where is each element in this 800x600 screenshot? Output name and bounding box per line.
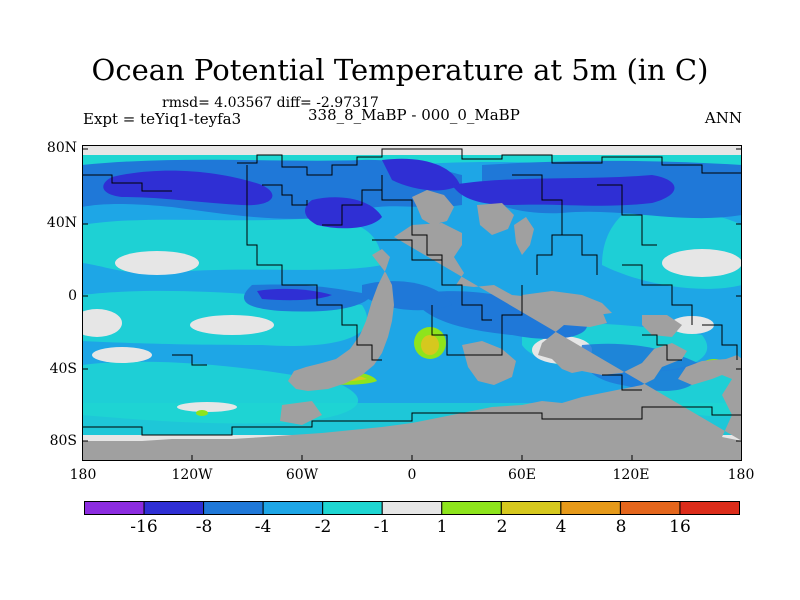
land-mass bbox=[280, 401, 322, 425]
lat-tick-label: 40S bbox=[49, 361, 77, 377]
dark-blue-region bbox=[452, 175, 675, 206]
colorbar-swatch bbox=[322, 501, 383, 515]
colorbar-label: -1 bbox=[373, 517, 391, 537]
land-mass bbox=[522, 291, 612, 317]
colorbar-swatch bbox=[500, 501, 562, 515]
dark-blue-region bbox=[103, 170, 273, 206]
colorbar-label: 8 bbox=[615, 517, 627, 537]
lat-tick-label: 0 bbox=[68, 288, 77, 304]
dark-blue-region bbox=[257, 288, 332, 301]
white-patch bbox=[190, 315, 274, 335]
lon-tick-label: 0 bbox=[407, 467, 417, 483]
colorbar-swatch bbox=[143, 501, 205, 515]
white-patch bbox=[82, 309, 122, 337]
colorbar-swatch bbox=[84, 501, 145, 515]
lon-tick-label: 180 bbox=[727, 467, 755, 483]
colorbar-label: -4 bbox=[254, 517, 272, 537]
white-patch bbox=[115, 251, 199, 275]
plot-title: Ocean Potential Temperature at 5m (in C) bbox=[91, 53, 709, 87]
warm-patch bbox=[421, 335, 439, 355]
lon-tick-label: 60W bbox=[285, 467, 319, 483]
period-label: 338_8_MaBP - 000_0_MaBP bbox=[308, 106, 520, 124]
colorbar-swatch bbox=[262, 501, 324, 515]
white-patch bbox=[662, 249, 742, 277]
colorbar-label: 4 bbox=[555, 517, 567, 537]
arctic-band bbox=[82, 145, 742, 155]
colorbar-label: 2 bbox=[496, 517, 508, 537]
land-mass bbox=[288, 249, 394, 391]
stats-label: rmsd= 4.03567 diff= -2.97317 bbox=[162, 95, 379, 111]
temperature-map bbox=[82, 145, 742, 461]
white-patch bbox=[92, 347, 152, 363]
experiment-label: Expt = teYiq1-teyfa3 bbox=[83, 110, 242, 128]
lon-tick-label: 120E bbox=[612, 467, 650, 483]
season-label: ANN bbox=[704, 109, 742, 127]
colorbar-label: -8 bbox=[195, 517, 213, 537]
lat-tick-label: 80N bbox=[46, 140, 77, 156]
axis-ticks bbox=[82, 148, 742, 461]
blue-region bbox=[412, 291, 588, 339]
coastlines bbox=[82, 148, 742, 436]
lat-tick-label: 40N bbox=[46, 215, 77, 231]
white-patch bbox=[177, 402, 237, 412]
land-mass bbox=[642, 315, 682, 337]
dark-blue-region bbox=[382, 158, 460, 191]
colorbar bbox=[84, 501, 740, 515]
colorbar-label: 1 bbox=[436, 517, 448, 537]
colorbar-label: -2 bbox=[314, 517, 332, 537]
lon-tick-label: 60E bbox=[507, 467, 537, 483]
lon-tick-label: 180 bbox=[69, 467, 97, 483]
colorbar-swatch bbox=[441, 501, 502, 515]
warm-patch bbox=[196, 410, 208, 416]
colorbar-swatch bbox=[381, 501, 443, 515]
colorbar-swatch bbox=[560, 501, 621, 515]
colorbar-label: -16 bbox=[130, 517, 158, 537]
colorbar-label: 16 bbox=[669, 517, 691, 537]
lat-tick-label: 80S bbox=[49, 433, 77, 449]
colorbar-swatch bbox=[619, 501, 681, 515]
dark-blue-region bbox=[305, 197, 382, 229]
colorbar-swatch bbox=[203, 501, 264, 515]
lon-tick-label: 120W bbox=[171, 467, 213, 483]
colorbar-swatch bbox=[679, 501, 740, 515]
